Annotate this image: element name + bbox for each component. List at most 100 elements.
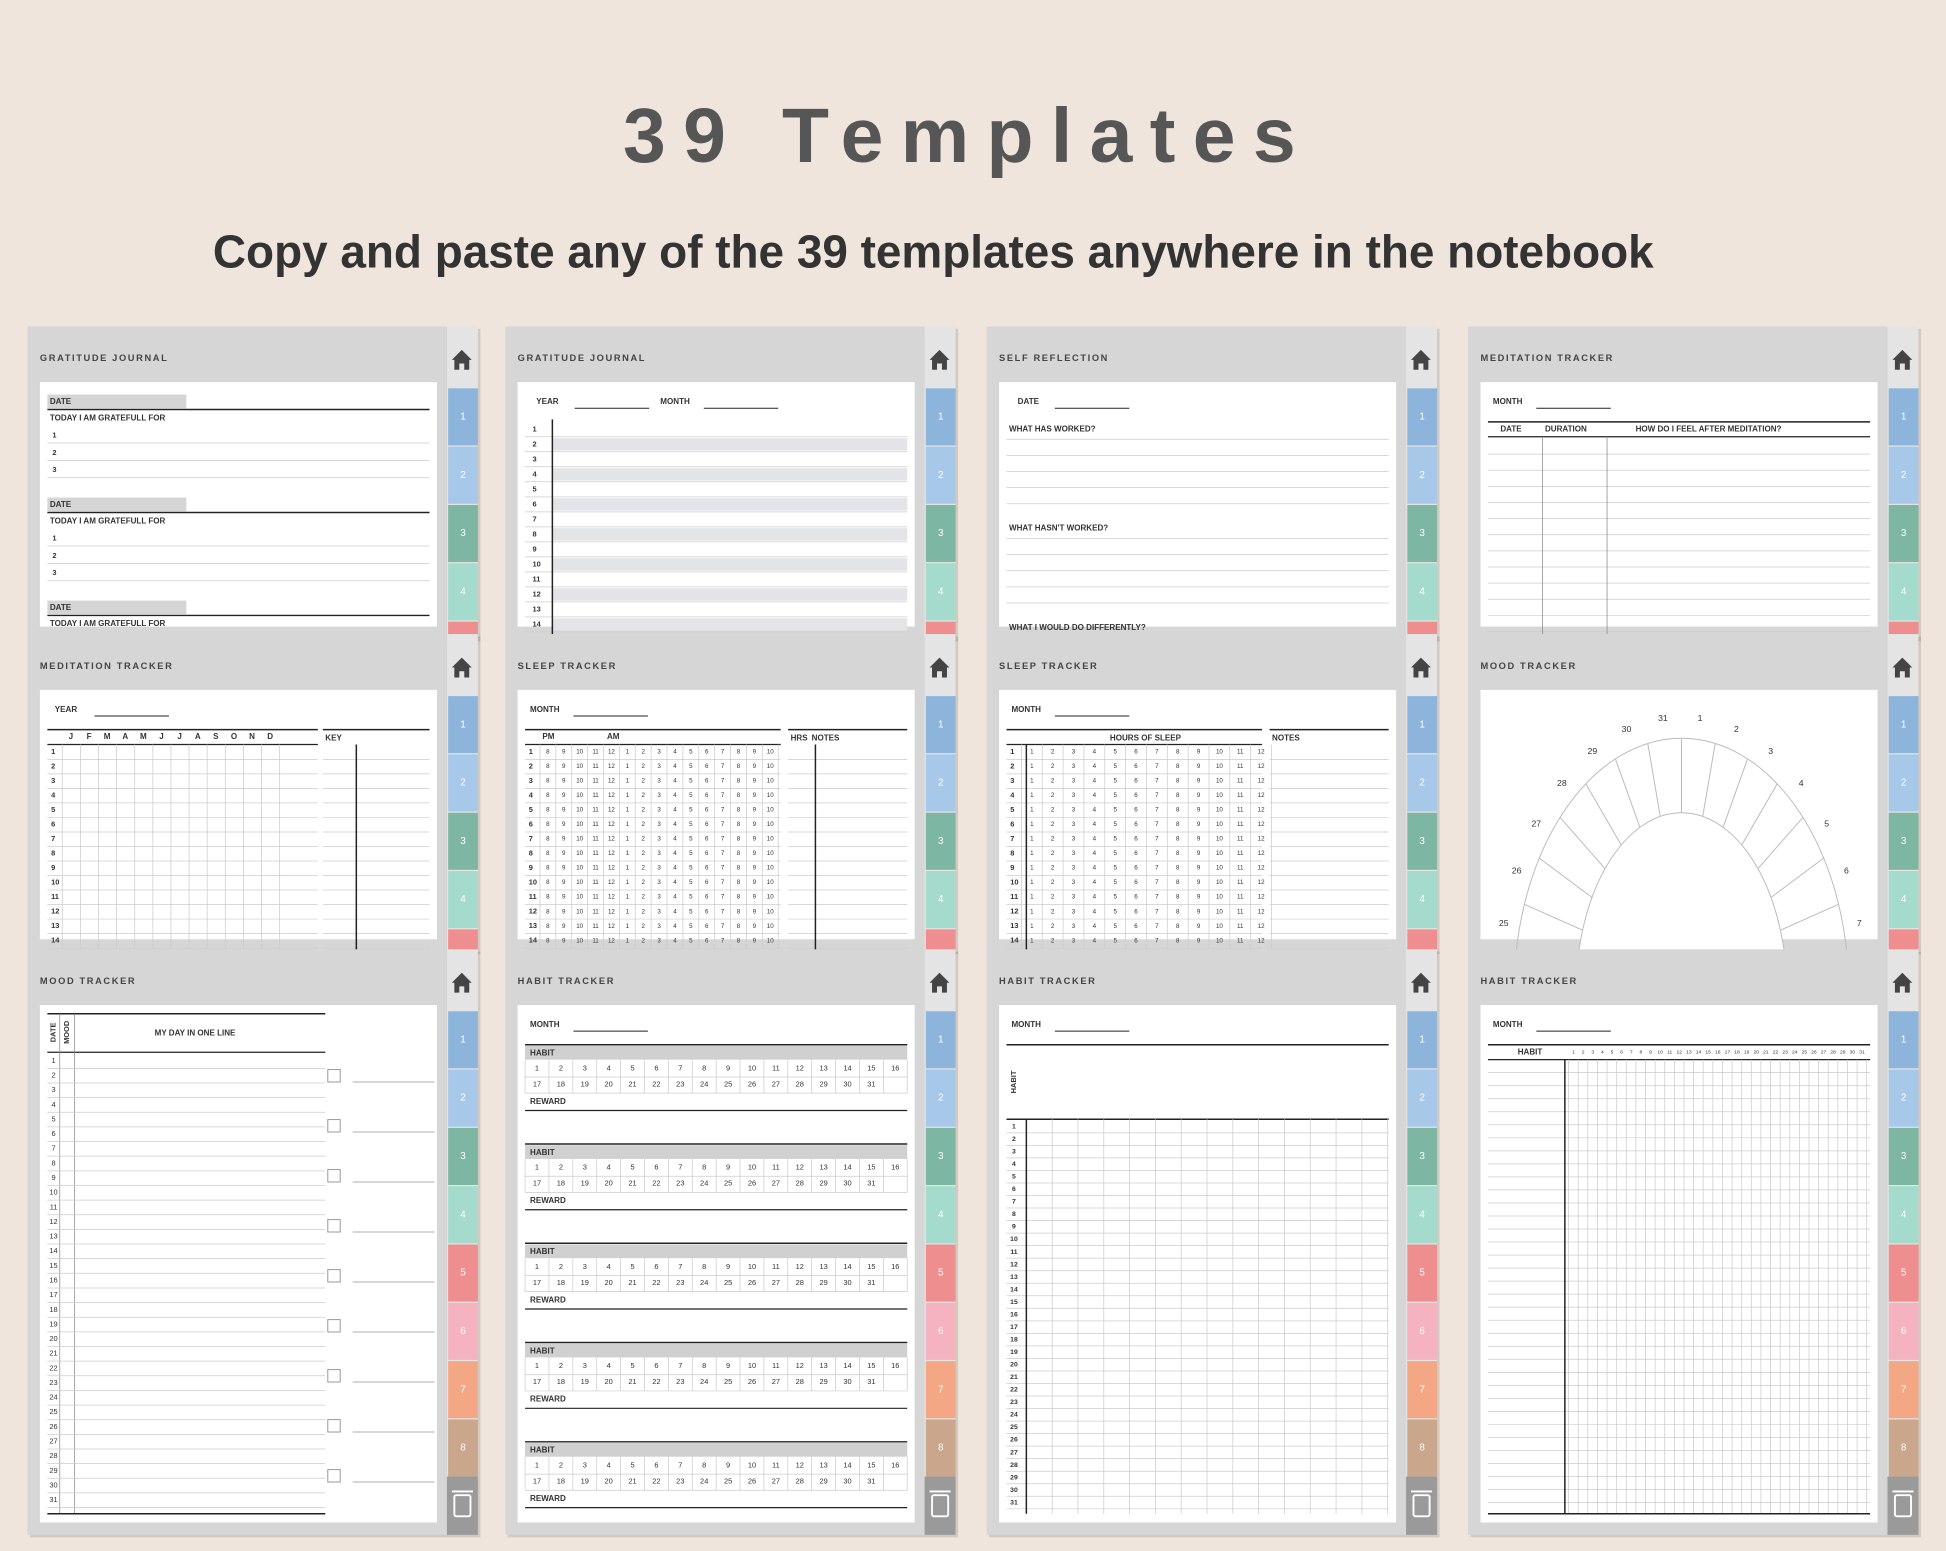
section-tab[interactable] [925, 1244, 956, 1302]
section-tab[interactable] [1888, 446, 1919, 504]
home-icon[interactable] [929, 349, 950, 370]
section-tab[interactable] [1888, 1419, 1919, 1477]
section-tab[interactable] [1888, 1361, 1919, 1419]
section-tab[interactable] [925, 505, 956, 563]
section-tab[interactable] [448, 812, 478, 870]
template-card[interactable]: MOOD TRACKER1234567891011121314151617181… [1468, 634, 1921, 1272]
section-tab[interactable] [448, 1011, 478, 1069]
section-tab[interactable] [925, 696, 956, 754]
section-tab[interactable] [1888, 1302, 1919, 1360]
home-icon[interactable] [1892, 349, 1913, 370]
section-tab[interactable] [1407, 446, 1438, 504]
section-tab[interactable] [1888, 812, 1919, 870]
section-tab[interactable] [448, 1127, 478, 1185]
section-tab[interactable] [1888, 754, 1919, 812]
hour-label: 2 [641, 879, 645, 886]
section-tab[interactable] [1407, 812, 1438, 870]
section-tab[interactable] [1407, 1361, 1438, 1419]
section-tab[interactable] [448, 754, 478, 812]
section-tab[interactable] [1888, 1011, 1919, 1069]
home-icon[interactable] [1892, 657, 1913, 678]
hour-label: 12 [608, 923, 615, 930]
section-tab[interactable] [1888, 871, 1919, 929]
section-tab[interactable] [925, 754, 956, 812]
trash-tab[interactable] [924, 1476, 956, 1535]
section-tab[interactable] [1407, 754, 1438, 812]
section-tab[interactable] [448, 1302, 478, 1360]
section-tab[interactable] [925, 1011, 956, 1069]
section-tab[interactable] [448, 1244, 478, 1302]
home-icon[interactable] [451, 972, 472, 993]
section-tab[interactable] [1888, 563, 1919, 621]
template-card[interactable]: MEDITATION TRACKER MONTH DATE DURATION HOW D… [1468, 326, 1921, 853]
hour-label: 12 [1258, 763, 1265, 770]
section-tab[interactable] [925, 1361, 956, 1419]
section-tab[interactable] [1888, 696, 1919, 754]
template-card[interactable]: GRATITUDE JOURNAL DATE TODAY I AM GRATEFUL… [27, 326, 481, 853]
section-tab[interactable] [1407, 505, 1438, 563]
section-tab[interactable] [925, 871, 956, 929]
home-icon[interactable] [1411, 657, 1431, 678]
section-tab[interactable] [1888, 1244, 1919, 1302]
section-tab[interactable] [1407, 1302, 1438, 1360]
section-tab[interactable] [925, 1127, 956, 1185]
trash-tab[interactable] [1887, 1476, 1919, 1535]
section-tab[interactable] [1407, 1069, 1438, 1127]
section-tab[interactable] [448, 388, 478, 446]
label: DATE [50, 500, 72, 509]
home-icon[interactable] [929, 657, 950, 678]
section-tab[interactable] [448, 1361, 478, 1419]
section-tab[interactable] [448, 1186, 478, 1244]
section-tab[interactable] [925, 1186, 956, 1244]
section-tab[interactable] [1407, 1186, 1438, 1244]
hour-label: 9 [753, 937, 757, 944]
section-tab[interactable] [1888, 505, 1919, 563]
section-tab[interactable] [925, 1069, 956, 1127]
section-tab[interactable] [1407, 1011, 1438, 1069]
section-tab[interactable] [1407, 696, 1438, 754]
section-tab[interactable] [1407, 871, 1438, 929]
section-tab[interactable] [1407, 563, 1438, 621]
section-tab[interactable] [1888, 388, 1919, 446]
section-tab[interactable] [1407, 388, 1438, 446]
trash-tab[interactable] [1406, 1476, 1438, 1535]
section-tab[interactable] [1888, 1069, 1919, 1127]
trash-tab[interactable] [446, 1476, 478, 1535]
section-tab[interactable] [925, 446, 956, 504]
home-icon[interactable] [1892, 972, 1913, 993]
hour-label: 8 [737, 894, 741, 901]
section-tab[interactable] [1407, 1127, 1438, 1185]
section-tab[interactable] [925, 1419, 956, 1477]
section-tab[interactable] [448, 446, 478, 504]
home-icon[interactable] [451, 657, 472, 678]
section-tab[interactable] [448, 696, 478, 754]
section-tab[interactable] [925, 1302, 956, 1360]
template-card[interactable]: SELF REFLECTION DATE WHAT HAS WORKED? WHAT … [986, 326, 1440, 853]
section-tab[interactable] [448, 871, 478, 929]
section-tab[interactable] [925, 563, 956, 621]
section-tab[interactable] [1407, 1419, 1438, 1477]
home-icon[interactable] [929, 972, 950, 993]
section-tab[interactable] [1407, 1244, 1438, 1302]
section-tab[interactable] [448, 1069, 478, 1127]
section-tab[interactable] [925, 812, 956, 870]
section-tab[interactable] [448, 1419, 478, 1477]
row-number: 18 [49, 1305, 57, 1314]
section-tab[interactable] [925, 388, 956, 446]
section-tab[interactable] [1888, 1127, 1919, 1185]
section-tab[interactable] [448, 505, 478, 563]
home-icon[interactable] [1411, 972, 1431, 993]
home-icon[interactable] [1411, 349, 1431, 370]
hour-label: 2 [1051, 937, 1055, 944]
home-icon[interactable] [451, 349, 472, 370]
section-tab[interactable] [448, 563, 478, 621]
section-tab[interactable] [1888, 1186, 1919, 1244]
template-card[interactable]: HABIT TRACKERMONTHHABIT12345678910111213… [986, 949, 1440, 1538]
